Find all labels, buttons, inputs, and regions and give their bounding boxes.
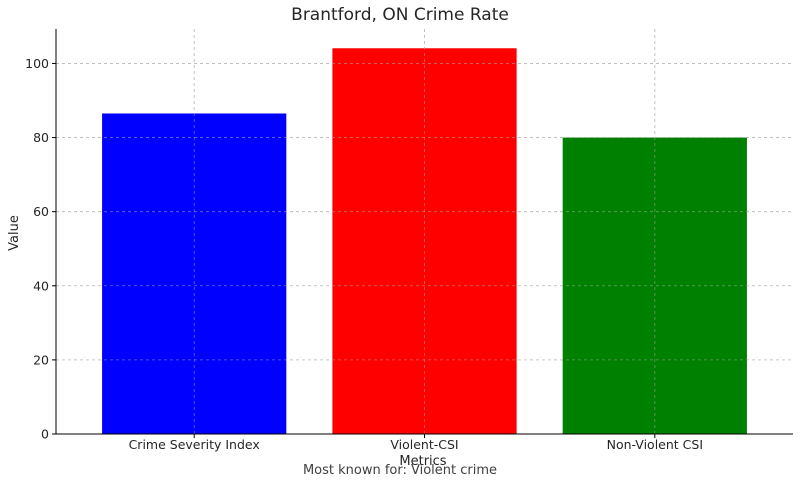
x-tick-label: Crime Severity Index — [129, 437, 260, 452]
y-tick-label: 60 — [33, 204, 49, 219]
bar-crime-severity-index — [102, 113, 287, 435]
y-tick-label: 0 — [41, 427, 49, 442]
bars — [56, 29, 793, 435]
x-tick-label: Non-Violent CSI — [607, 437, 703, 452]
y-axis-label: Value — [7, 215, 22, 251]
y-tick-label: 80 — [33, 130, 49, 145]
y-tick-label: 100 — [25, 56, 49, 71]
y-tick-label: 20 — [33, 352, 49, 367]
chart-title: Brantford, ON Crime Rate — [291, 5, 509, 25]
x-axis-label: Metrics — [399, 454, 446, 469]
y-tick-label: 40 — [33, 278, 49, 293]
axes: 0 20 40 60 80 100 Crime Severity Index Violent-… — [25, 29, 793, 452]
chart-caption: Most known for: Violent crime — [302, 463, 498, 478]
x-tick-label: Violent-CSI — [390, 437, 458, 452]
